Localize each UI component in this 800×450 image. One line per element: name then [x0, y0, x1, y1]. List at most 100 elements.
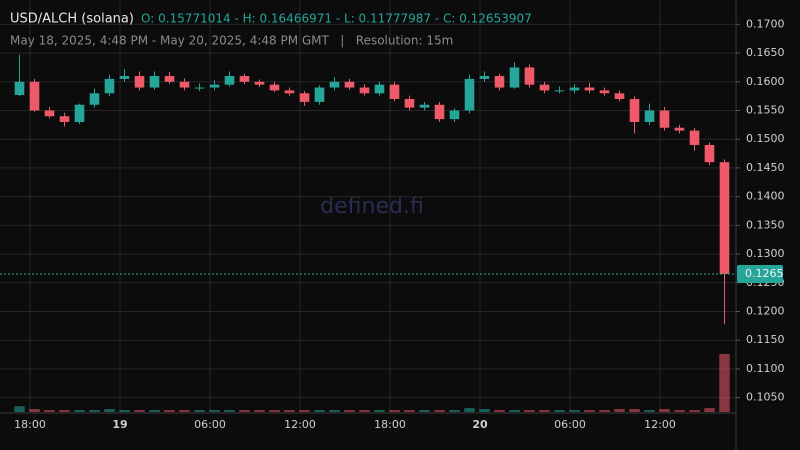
candle-body	[209, 84, 220, 88]
candle-body	[419, 104, 430, 108]
volume-bar	[59, 410, 70, 412]
y-tick-label: 0.1200	[746, 305, 785, 318]
volume-bar	[509, 410, 520, 412]
volume-bar	[299, 410, 310, 412]
candle-body	[314, 87, 325, 102]
x-tick-label: 12:00	[284, 418, 316, 431]
candle-body	[344, 81, 355, 88]
volume-bar	[644, 410, 655, 412]
candle-body	[224, 76, 235, 85]
volume-bar	[314, 410, 325, 412]
candle-body	[614, 93, 625, 100]
y-tick-label: 0.1600	[746, 75, 785, 88]
candle-body	[509, 67, 520, 88]
y-tick-label: 0.1700	[746, 17, 785, 30]
candle-body	[239, 76, 250, 82]
y-tick-label: 0.1350	[746, 218, 785, 231]
volume-bar	[584, 410, 595, 412]
volume-bar	[449, 410, 460, 412]
volume-bar	[164, 410, 175, 412]
candle-body	[44, 110, 55, 117]
candle-body	[89, 93, 100, 105]
candle-body	[704, 144, 715, 163]
candle-body	[434, 104, 445, 120]
candle-body	[149, 76, 160, 88]
candle-body	[104, 78, 115, 94]
volume-bar	[284, 410, 295, 412]
candle-body	[179, 81, 190, 88]
y-tick-label: 0.1100	[746, 362, 785, 375]
last-price-tag	[737, 264, 783, 283]
candle-body	[14, 81, 25, 95]
candle-body	[59, 116, 70, 122]
candle-body	[194, 87, 205, 89]
volume-bar	[404, 410, 415, 412]
candle-body	[539, 84, 550, 91]
x-tick-label: 18:00	[14, 418, 46, 431]
volume-bar	[704, 408, 715, 412]
candle-body	[524, 67, 535, 85]
volume-bar	[119, 410, 130, 412]
candle-body	[404, 99, 415, 108]
candle-body	[569, 87, 580, 91]
x-tick-label: 06:00	[194, 418, 226, 431]
volume-bar	[494, 410, 505, 412]
volume-bar	[134, 410, 145, 412]
volume-bar	[434, 410, 445, 412]
volume-bar	[479, 409, 490, 412]
volume-bar	[629, 409, 640, 412]
candle-body	[554, 90, 565, 92]
x-tick-label: 19	[112, 418, 127, 431]
volume-bar	[419, 410, 430, 412]
volume-bar	[254, 410, 265, 412]
candle-body	[464, 78, 475, 111]
candle-body	[74, 104, 85, 122]
watermark: defined.fi	[320, 194, 424, 219]
candle-body	[119, 76, 130, 79]
x-tick-label: 18:00	[374, 418, 406, 431]
candle-body	[644, 110, 655, 122]
candle-body	[674, 127, 685, 131]
volume-bar	[44, 410, 55, 412]
chart-subtitle: May 18, 2025, 4:48 PM - May 20, 2025, 4:…	[10, 34, 453, 48]
candle-body	[719, 162, 730, 274]
volume-bar	[554, 410, 565, 412]
volume-bar	[344, 410, 355, 412]
volume-bar	[689, 410, 700, 412]
y-tick-label: 0.1300	[746, 247, 785, 260]
candle-body	[479, 76, 490, 79]
candle-body	[374, 84, 385, 94]
last-price-label: 0.1265	[745, 267, 784, 280]
volume-bar	[524, 410, 535, 412]
volume-bar	[464, 408, 475, 412]
y-tick-label: 0.1650	[746, 46, 785, 59]
candle-body	[629, 99, 640, 122]
volume-bar	[14, 406, 25, 412]
volume-bar	[269, 410, 280, 412]
candle-body	[659, 110, 670, 128]
candle-body	[284, 90, 295, 94]
candle-body	[599, 90, 610, 94]
y-tick-label: 0.1050	[746, 391, 785, 404]
volume-bar	[179, 410, 190, 412]
candle-body	[449, 110, 460, 120]
volume-bar	[539, 410, 550, 412]
volume-bar	[719, 354, 730, 412]
candle-body	[164, 76, 175, 82]
y-tick-label: 0.1450	[746, 161, 785, 174]
candle-body	[269, 84, 280, 91]
y-tick-label: 0.1550	[746, 104, 785, 117]
volume-bar	[569, 410, 580, 412]
candle-body	[584, 87, 595, 91]
volume-bar	[359, 410, 370, 412]
volume-bar	[659, 409, 670, 412]
chart-title: USD/ALCH (solana)	[10, 12, 134, 27]
y-tick-label: 0.1150	[746, 333, 785, 346]
volume-bar	[599, 410, 610, 412]
candle-body	[494, 76, 505, 88]
candle-body	[359, 87, 370, 94]
candle-body	[254, 81, 265, 85]
volume-bar	[194, 410, 205, 412]
volume-bar	[239, 410, 250, 412]
x-tick-label: 12:00	[644, 418, 676, 431]
